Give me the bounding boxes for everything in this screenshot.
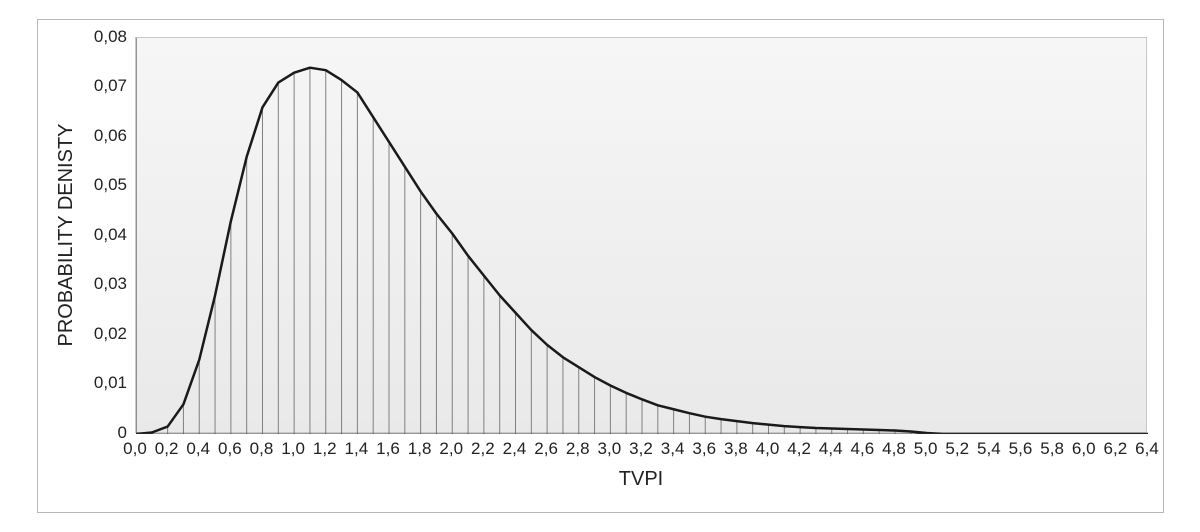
y-tick-label: 0,07 [77, 76, 127, 96]
x-tick-label: 0,2 [150, 439, 184, 459]
x-tick-label: 5,4 [972, 439, 1006, 459]
x-tick-label: 1,8 [403, 439, 437, 459]
x-tick-label: 3,8 [719, 439, 753, 459]
x-tick-label: 4,0 [751, 439, 785, 459]
x-tick-label: 2,0 [434, 439, 468, 459]
x-tick-label: 5,0 [909, 439, 943, 459]
x-tick-label: 2,8 [561, 439, 595, 459]
x-tick-label: 3,2 [624, 439, 658, 459]
x-tick-label: 0,4 [181, 439, 215, 459]
drop-lines [152, 68, 927, 434]
y-tick-label: 0,02 [77, 324, 127, 344]
x-tick-label: 2,6 [529, 439, 563, 459]
x-tick-label: 2,2 [466, 439, 500, 459]
y-tick-label: 0,06 [77, 126, 127, 146]
x-tick-label: 3,6 [687, 439, 721, 459]
x-tick-label: 3,4 [656, 439, 690, 459]
x-tick-label: 4,6 [845, 439, 879, 459]
y-tick-label: 0,04 [77, 225, 127, 245]
x-tick-label: 3,0 [592, 439, 626, 459]
x-tick-label: 6,4 [1130, 439, 1164, 459]
y-axis-label: PROBABILITY DENISTY [55, 37, 78, 433]
x-tick-label: 1,0 [276, 439, 310, 459]
density-curve [136, 68, 1148, 434]
x-tick-label: 2,4 [498, 439, 532, 459]
x-tick-label: 0,0 [118, 439, 152, 459]
x-tick-label: 1,6 [371, 439, 405, 459]
x-tick-label: 4,4 [814, 439, 848, 459]
density-chart-svg [136, 38, 1148, 434]
plot-area [135, 37, 1147, 433]
x-tick-label: 5,8 [1035, 439, 1069, 459]
y-tick-label: 0,01 [77, 373, 127, 393]
axis-lines [136, 38, 1148, 434]
x-tick-label: 4,8 [877, 439, 911, 459]
x-tick-label: 0,8 [245, 439, 279, 459]
y-tick-label: 0,05 [77, 175, 127, 195]
x-tick-label: 6,2 [1098, 439, 1132, 459]
x-tick-label: 1,4 [339, 439, 373, 459]
x-tick-label: 0,6 [213, 439, 247, 459]
x-tick-label: 5,2 [940, 439, 974, 459]
x-tick-label: 6,0 [1067, 439, 1101, 459]
x-tick-label: 4,2 [782, 439, 816, 459]
x-axis-label: TVPI [135, 468, 1147, 491]
y-tick-label: 0,08 [77, 27, 127, 47]
y-tick-label: 0,03 [77, 274, 127, 294]
x-tick-label: 5,6 [1004, 439, 1038, 459]
x-tick-label: 1,2 [308, 439, 342, 459]
